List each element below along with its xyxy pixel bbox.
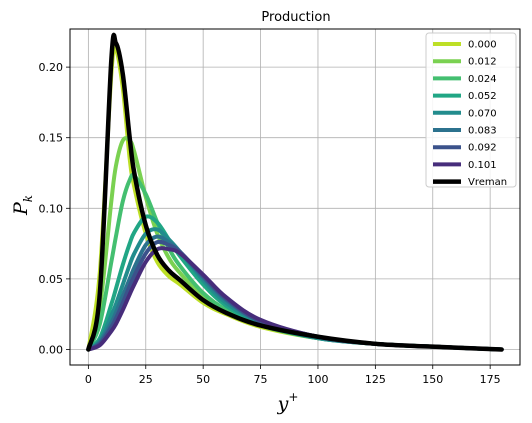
y-tick-label: 0.05 <box>39 273 64 286</box>
series-lines <box>86 32 504 352</box>
legend-label: 0.092 <box>468 143 497 154</box>
x-axis-label: y+ <box>277 390 299 415</box>
legend-label: 0.052 <box>468 91 497 102</box>
legend-label: 0.083 <box>468 126 497 137</box>
y-tick-label: 0.10 <box>39 202 64 215</box>
legend-label: Vreman <box>468 177 507 188</box>
y-axis: 0.00 0.05 0.10 0.15 0.20 <box>39 61 70 356</box>
series-line-vreman <box>86 32 504 352</box>
x-tick-label: 50 <box>196 373 210 386</box>
x-tick-label: 100 <box>307 373 328 386</box>
x-tick-label: 75 <box>254 373 268 386</box>
legend: 0.000 0.012 0.024 0.052 0.070 0.083 0.092 0.101… <box>425 32 517 188</box>
legend-label: 0.024 <box>468 74 497 85</box>
y-tick-label: 0.20 <box>39 61 64 74</box>
x-tick-label: 0 <box>85 373 92 386</box>
x-tick-label: 150 <box>422 373 443 386</box>
legend-label: 0.101 <box>468 160 497 171</box>
legend-label: 0.070 <box>468 108 497 119</box>
plot-frame <box>69 28 521 366</box>
legend-label: 0.000 <box>468 40 497 51</box>
legend-label: 0.012 <box>468 57 497 68</box>
x-tick-label: 25 <box>139 373 153 386</box>
x-axis: 0 25 50 75 100 125 150 175 <box>85 365 501 386</box>
x-tick-label: 125 <box>365 373 386 386</box>
x-tick-label: 175 <box>480 373 501 386</box>
y-tick-label: 0.15 <box>39 132 64 145</box>
y-axis-label: Pk <box>10 195 35 216</box>
y-tick-label: 0.00 <box>39 343 64 356</box>
chart-title: Production <box>261 10 330 25</box>
